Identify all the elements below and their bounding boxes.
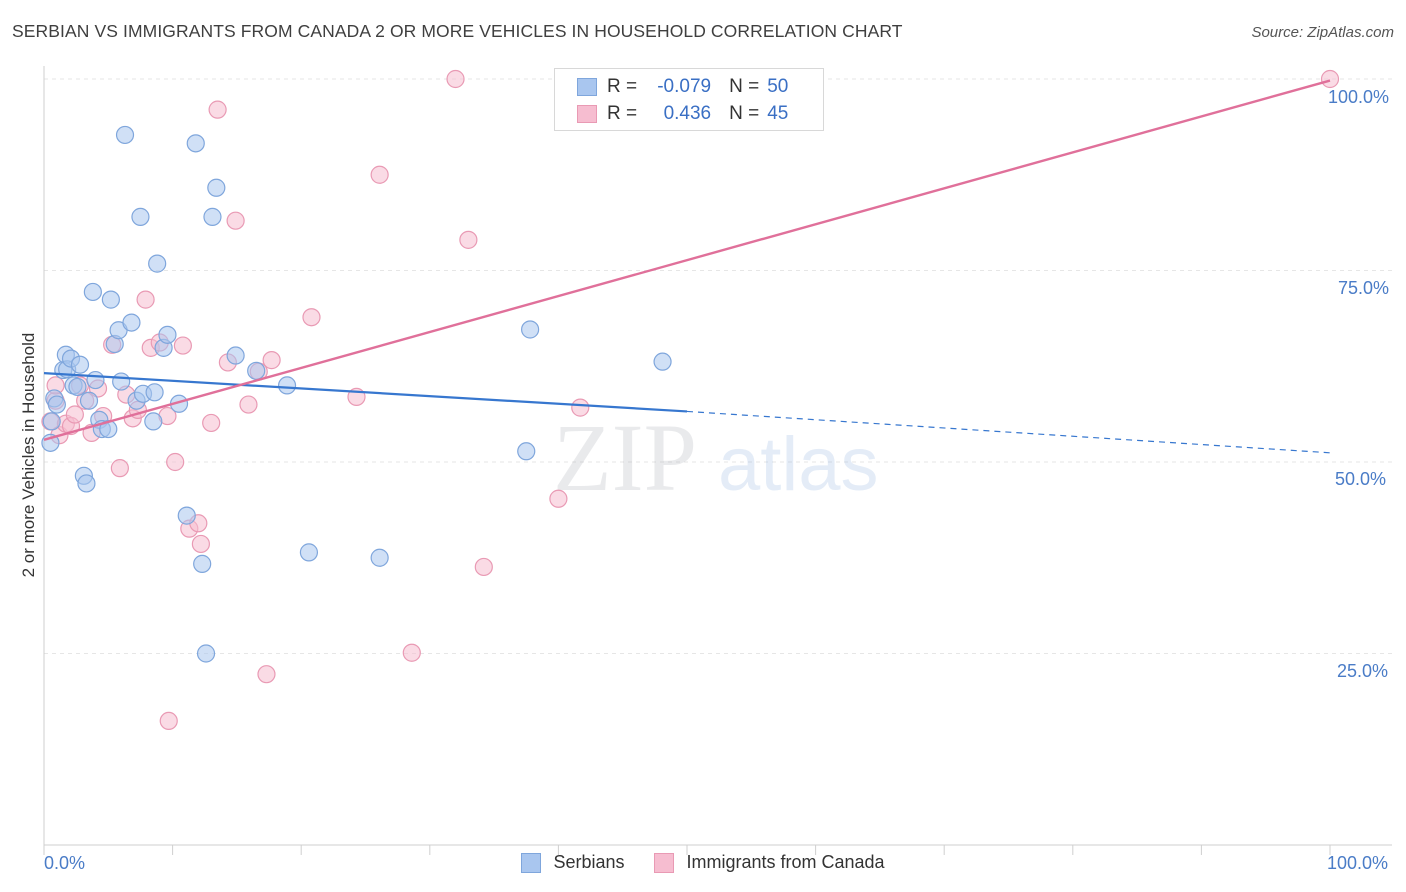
immigrants-point	[262, 351, 281, 370]
immigrants-point	[166, 452, 185, 472]
serbians-point	[145, 383, 164, 402]
series-legend: Serbians Immigrants from Canada	[0, 852, 1406, 873]
r-label: R =	[607, 103, 638, 124]
immigrants-point	[257, 665, 276, 684]
serbians-point	[247, 361, 266, 380]
serbians-point	[77, 474, 96, 493]
serbians-point	[158, 325, 177, 344]
watermark-zip: ZIP	[553, 404, 697, 511]
n-label: N =	[729, 76, 760, 97]
serbians-point	[193, 554, 212, 573]
series-immigrants-from-canada	[41, 69, 1340, 731]
serbians-point	[101, 290, 120, 309]
immigrants-point	[571, 398, 590, 417]
n-label: N =	[729, 103, 760, 124]
serbians-point	[370, 548, 389, 567]
y-tick-75: 75.0%	[1338, 278, 1390, 298]
r-label: R =	[607, 76, 638, 97]
immigrants-point	[239, 395, 258, 414]
immigrants-point	[136, 290, 155, 309]
trend-lines	[43, 79, 1331, 454]
serbians-point	[47, 395, 66, 414]
immigrants-point	[549, 489, 568, 508]
legend-label-serbians: Serbians	[553, 852, 625, 872]
immigrants-point	[191, 534, 210, 554]
grid-lines	[44, 78, 1392, 654]
serbians-point	[86, 370, 105, 390]
trend-serbians-solid	[43, 372, 688, 413]
y-tick-100: 100.0%	[1328, 87, 1390, 107]
stats-row-serbians: R = -0.079 N = 50	[577, 75, 788, 99]
immigrants-point	[226, 211, 245, 230]
axes	[43, 66, 1392, 855]
n-value-serbians: 50	[767, 76, 789, 97]
r-value-immigrants: 0.436	[663, 103, 712, 124]
serbians-point	[521, 320, 540, 339]
immigrants-point	[370, 165, 389, 184]
immigrants-point	[474, 557, 493, 577]
immigrants-point	[402, 643, 421, 662]
serbians-point	[115, 125, 135, 145]
serbians-point	[203, 207, 222, 226]
immigrants-point	[1320, 69, 1340, 89]
watermark: ZIP atlas	[553, 404, 879, 511]
x-tick-left: 0.0%	[44, 853, 86, 873]
swatch-immigrants	[577, 105, 597, 123]
serbians-point	[68, 377, 87, 397]
immigrants-point	[173, 336, 192, 355]
immigrants-point	[159, 711, 178, 731]
immigrants-point	[459, 230, 478, 249]
n-value-immigrants: 45	[767, 103, 789, 124]
serbians-point	[79, 391, 99, 410]
y-tick-25: 25.0%	[1337, 661, 1389, 681]
serbians-point	[207, 178, 226, 197]
swatch-serbians	[577, 78, 597, 96]
chart-title: SERBIAN VS IMMIGRANTS FROM CANADA 2 OR M…	[12, 21, 903, 41]
serbians-point	[99, 419, 118, 439]
watermark-atlas: atlas	[718, 422, 879, 507]
stats-legend: R = -0.079 N = 50 R = 0.436 N = 45	[554, 68, 824, 131]
y-tick-50: 50.0%	[1335, 469, 1387, 489]
serbians-point	[277, 376, 297, 395]
immigrants-point	[302, 308, 321, 327]
trend-immigrants	[43, 79, 1331, 441]
trend-serbians-dashed	[686, 410, 1331, 454]
chart-source: Source: ZipAtlas.com	[1251, 24, 1394, 41]
serbians-point	[299, 543, 319, 562]
legend-label-immigrants: Immigrants from Canada	[686, 852, 885, 872]
serbians-point	[122, 313, 141, 332]
legend-item-serbians[interactable]: Serbians	[521, 852, 624, 873]
legend-swatch-immigrants	[654, 852, 675, 873]
serbians-point	[653, 352, 672, 371]
serbians-point	[131, 207, 150, 226]
serbians-point	[196, 644, 216, 663]
serbians-point	[186, 134, 205, 153]
serbians-point	[144, 412, 163, 431]
serbians-point	[83, 282, 102, 302]
serbians-point	[42, 412, 61, 431]
serbians-point	[70, 355, 90, 374]
immigrants-point	[65, 405, 84, 424]
x-tick-right: 100.0%	[1327, 853, 1389, 873]
serbians-point	[517, 442, 536, 461]
serbians-point	[112, 372, 131, 391]
serbians-point	[226, 346, 245, 365]
immigrants-point	[446, 69, 465, 89]
stats-row-immigrants: R = 0.436 N = 45	[577, 102, 788, 126]
r-value-serbians: -0.079	[657, 76, 712, 97]
y-axis-label: 2 or more Vehicles in Household	[19, 332, 38, 578]
serbians-point	[148, 254, 167, 273]
immigrants-point	[110, 459, 129, 478]
immigrants-point	[202, 413, 221, 433]
legend-item-immigrants[interactable]: Immigrants from Canada	[654, 852, 885, 873]
immigrants-point	[208, 100, 227, 119]
legend-swatch-serbians	[521, 852, 542, 873]
serbians-point	[177, 506, 196, 525]
